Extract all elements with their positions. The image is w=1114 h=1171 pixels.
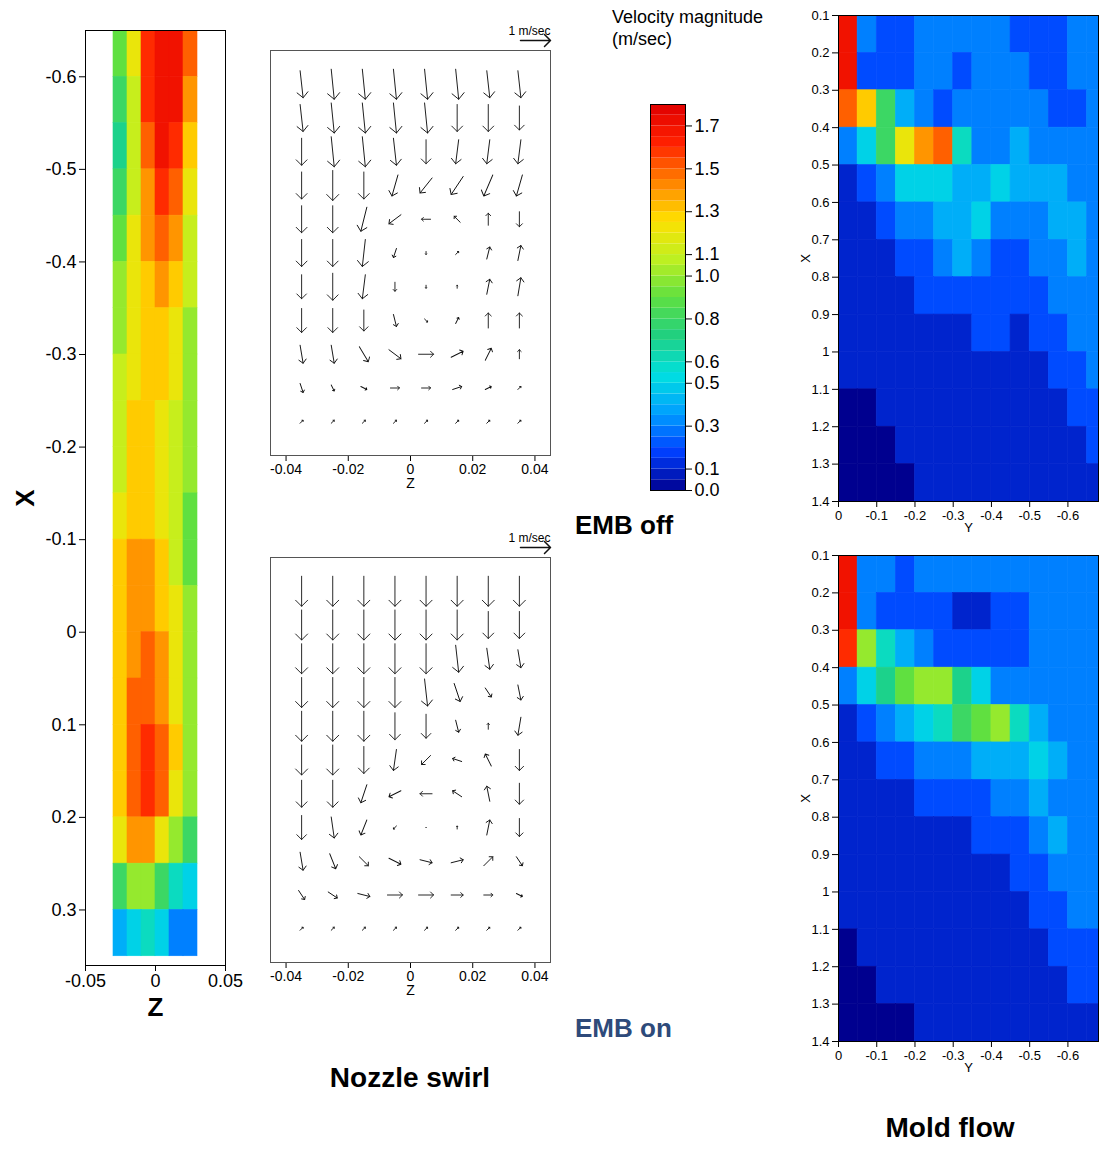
svg-text:1.1: 1.1 bbox=[811, 382, 829, 397]
html-text:Mold flow: Mold flow bbox=[885, 1112, 1015, 1143]
svg-text:0: 0 bbox=[835, 508, 842, 523]
svg-text:Y: Y bbox=[964, 1060, 973, 1075]
svg-text:0.6: 0.6 bbox=[695, 352, 720, 372]
svg-text:-0.2: -0.2 bbox=[904, 508, 926, 523]
svg-text:0.1: 0.1 bbox=[695, 459, 720, 479]
svg-text:0.04: 0.04 bbox=[521, 461, 548, 477]
svg-text:0.02: 0.02 bbox=[459, 461, 486, 477]
svg-text:0.5: 0.5 bbox=[811, 157, 829, 172]
svg-text:1.4: 1.4 bbox=[811, 494, 829, 509]
svg-text:0: 0 bbox=[835, 1048, 842, 1063]
svg-text:0.6: 0.6 bbox=[811, 735, 829, 750]
svg-text:1 m/sec: 1 m/sec bbox=[508, 24, 550, 38]
svg-text:-0.5: -0.5 bbox=[1018, 508, 1040, 523]
svg-text:-0.4: -0.4 bbox=[45, 252, 76, 272]
svg-text:0.1: 0.1 bbox=[51, 715, 76, 735]
svg-text:Z: Z bbox=[148, 992, 164, 1022]
svg-text:-0.04: -0.04 bbox=[270, 461, 302, 477]
svg-text:Y: Y bbox=[964, 520, 973, 535]
svg-text:-0.2: -0.2 bbox=[45, 437, 76, 457]
svg-text:1.3: 1.3 bbox=[695, 201, 720, 221]
svg-text:0.6: 0.6 bbox=[811, 195, 829, 210]
svg-text:0.02: 0.02 bbox=[459, 968, 486, 984]
svg-text:0.2: 0.2 bbox=[811, 45, 829, 60]
svg-text:-0.04: -0.04 bbox=[270, 968, 302, 984]
html-text:EMB on: EMB on bbox=[575, 1013, 672, 1043]
svg-text:-0.3: -0.3 bbox=[942, 1048, 964, 1063]
svg-text:-0.6: -0.6 bbox=[1057, 1048, 1079, 1063]
svg-text:-0.1: -0.1 bbox=[866, 508, 888, 523]
svg-text:-0.6: -0.6 bbox=[45, 67, 76, 87]
svg-text:0.2: 0.2 bbox=[51, 807, 76, 827]
svg-text:-0.4: -0.4 bbox=[980, 508, 1002, 523]
svg-text:1.3: 1.3 bbox=[811, 996, 829, 1011]
svg-text:0.8: 0.8 bbox=[811, 809, 829, 824]
svg-text:1.3: 1.3 bbox=[811, 456, 829, 471]
svg-text:0.3: 0.3 bbox=[811, 82, 829, 97]
svg-text:0.5: 0.5 bbox=[811, 697, 829, 712]
svg-text:Z: Z bbox=[406, 982, 415, 998]
svg-text:1.4: 1.4 bbox=[811, 1034, 829, 1049]
svg-text:-0.3: -0.3 bbox=[45, 344, 76, 364]
html-text:Nozzle swirl: Nozzle swirl bbox=[329, 1062, 491, 1093]
svg-text:0.4: 0.4 bbox=[811, 660, 829, 675]
svg-text:0.1: 0.1 bbox=[811, 548, 829, 563]
svg-text:-0.6: -0.6 bbox=[1057, 508, 1079, 523]
svg-text:0.8: 0.8 bbox=[695, 309, 720, 329]
svg-text:0.7: 0.7 bbox=[811, 232, 829, 247]
svg-text:Z: Z bbox=[406, 475, 415, 491]
svg-text:-0.5: -0.5 bbox=[45, 159, 76, 179]
svg-text:0: 0 bbox=[66, 622, 76, 642]
svg-text:-0.2: -0.2 bbox=[904, 1048, 926, 1063]
html-text:EMB off: EMB off bbox=[575, 510, 674, 540]
svg-text:0.0: 0.0 bbox=[695, 480, 720, 500]
svg-text:X: X bbox=[798, 254, 813, 263]
svg-text:0.2: 0.2 bbox=[811, 585, 829, 600]
svg-text:-0.4: -0.4 bbox=[980, 1048, 1002, 1063]
svg-text:X: X bbox=[798, 794, 813, 803]
svg-text:1.0: 1.0 bbox=[695, 266, 720, 286]
svg-text:1.2: 1.2 bbox=[811, 959, 829, 974]
svg-text:1.7: 1.7 bbox=[695, 116, 720, 136]
svg-text:0.05: 0.05 bbox=[208, 971, 243, 991]
svg-text:0: 0 bbox=[406, 968, 415, 985]
svg-text:0.9: 0.9 bbox=[811, 307, 829, 322]
svg-text:-0.1: -0.1 bbox=[866, 1048, 888, 1063]
svg-text:1: 1 bbox=[822, 344, 829, 359]
svg-text:0.3: 0.3 bbox=[811, 622, 829, 637]
svg-text:0.1: 0.1 bbox=[811, 8, 829, 23]
svg-text:-0.05: -0.05 bbox=[65, 971, 106, 991]
svg-text:-0.5: -0.5 bbox=[1018, 1048, 1040, 1063]
svg-text:1 m/sec: 1 m/sec bbox=[508, 531, 550, 545]
svg-text:0.04: 0.04 bbox=[521, 968, 548, 984]
svg-text:0.3: 0.3 bbox=[695, 416, 720, 436]
svg-text:1.1: 1.1 bbox=[811, 922, 829, 937]
svg-text:0: 0 bbox=[150, 971, 160, 991]
svg-text:X: X bbox=[10, 489, 40, 507]
svg-text:-0.02: -0.02 bbox=[332, 461, 364, 477]
svg-text:1.5: 1.5 bbox=[695, 159, 720, 179]
svg-text:0.8: 0.8 bbox=[811, 269, 829, 284]
svg-text:1.2: 1.2 bbox=[811, 419, 829, 434]
svg-text:0.5: 0.5 bbox=[695, 373, 720, 393]
svg-text:0.9: 0.9 bbox=[811, 847, 829, 862]
svg-text:-0.02: -0.02 bbox=[332, 968, 364, 984]
svg-text:1: 1 bbox=[822, 884, 829, 899]
svg-text:-0.1: -0.1 bbox=[45, 529, 76, 549]
svg-text:-0.3: -0.3 bbox=[942, 508, 964, 523]
svg-text:1.1: 1.1 bbox=[695, 244, 720, 264]
html-text:Velocity magnitude (m/sec): Velocity magnitude (m/sec) bbox=[612, 7, 764, 49]
svg-text:0.3: 0.3 bbox=[51, 900, 76, 920]
svg-text:0.4: 0.4 bbox=[811, 120, 829, 135]
svg-text:0: 0 bbox=[406, 461, 415, 478]
svg-text:0.7: 0.7 bbox=[811, 772, 829, 787]
